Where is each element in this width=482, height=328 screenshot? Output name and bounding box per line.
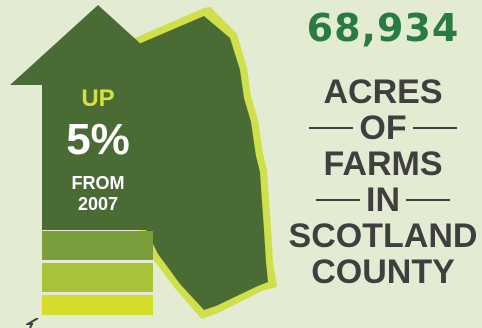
corner-mark-icon (26, 318, 39, 328)
arrow-percent: 5% (66, 115, 130, 164)
divider-left (309, 127, 354, 129)
bar-segment-1 (42, 231, 153, 260)
arrow-year: 2007 (77, 194, 119, 214)
headline-line-in: IN (284, 182, 482, 218)
bar-segment-2 (42, 263, 153, 292)
bar-segment-3 (42, 295, 153, 315)
arrow-from-label: FROM (71, 173, 125, 193)
headline-word-of: OF (359, 109, 407, 147)
headline-line-of: OF (284, 110, 482, 146)
headline-line-farms: FARMS (323, 145, 443, 183)
headline-line-scotland: SCOTLAND (288, 217, 478, 255)
divider-right (412, 127, 457, 129)
headline-line-acres: ACRES (323, 73, 443, 111)
headline-number: 68,934 (306, 6, 460, 50)
headline-line-county: COUNTY (311, 253, 455, 291)
divider-right (406, 199, 450, 201)
headline-word-in: IN (366, 181, 400, 219)
arrow-up-label: UP (81, 85, 115, 112)
divider-left (316, 199, 360, 201)
